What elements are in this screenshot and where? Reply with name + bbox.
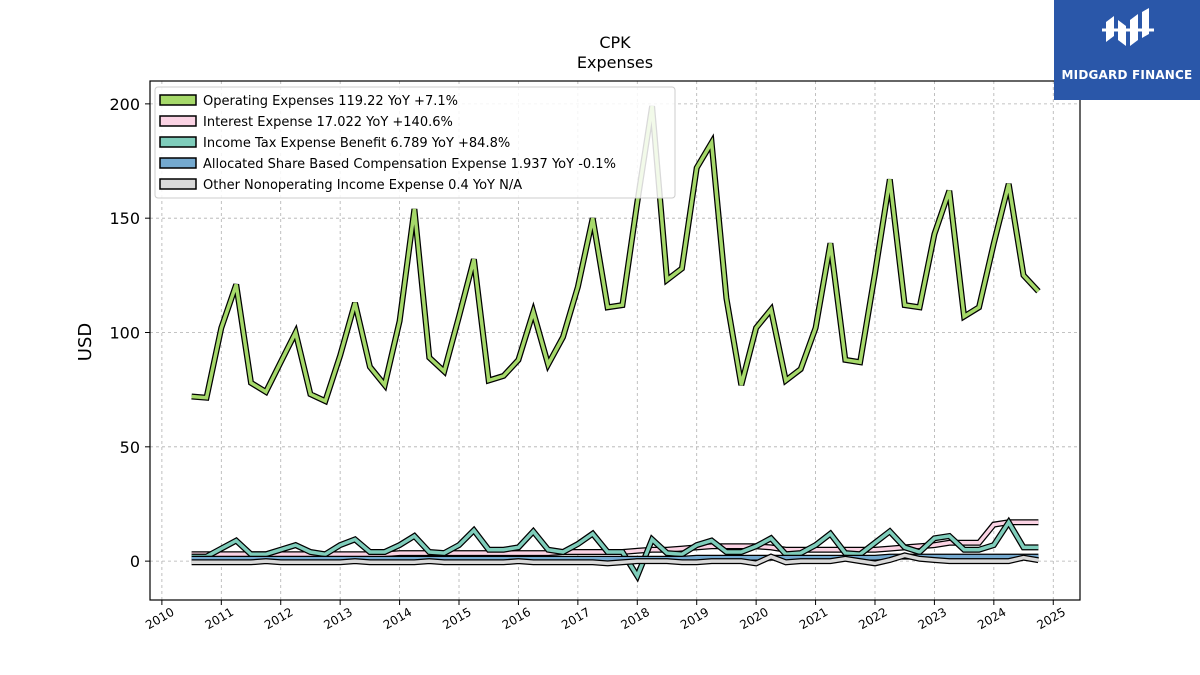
legend: Operating Expenses 119.22 YoY +7.1% Inter… [154, 86, 676, 199]
legend-swatch [159, 94, 197, 106]
series-stroke [191, 553, 1039, 566]
x-tick-label: 2022 [856, 605, 889, 632]
legend-entry: Interest Expense 17.022 YoY +140.6% [203, 115, 453, 130]
legend-entry: Income Tax Expense Benefit 6.789 YoY +84… [203, 136, 510, 151]
legend-swatch [159, 115, 197, 127]
x-tick-label: 2016 [500, 605, 533, 632]
chart-subtitle: Expenses [577, 53, 653, 72]
legend-entry: Other Nonoperating Income Expense 0.4 Yo… [203, 178, 522, 193]
series-line-5 [191, 552, 1039, 567]
series-line-3 [191, 516, 1039, 583]
y-tick-label: 100 [109, 323, 140, 342]
x-tick-label: 2020 [737, 605, 770, 632]
y-axis-label: USD [75, 323, 96, 361]
x-tick-label: 2011 [203, 605, 236, 632]
x-tick-label: 2010 [143, 605, 176, 632]
legend-entry: Allocated Share Based Compensation Expen… [203, 157, 616, 172]
x-tick-label: 2021 [797, 605, 830, 632]
legend-swatch [159, 136, 197, 148]
brand-name: MIDGARD FINANCE [1061, 68, 1193, 82]
y-tick-label: 200 [109, 95, 140, 114]
x-tick-label: 2012 [262, 605, 295, 632]
y-tick-label: 0 [130, 552, 140, 571]
chart-title: CPK [599, 33, 631, 52]
series-line-1 [191, 105, 1041, 406]
y-tick-label: 150 [109, 209, 140, 228]
plot-area-frame [149, 80, 1081, 601]
x-tick-label: 2018 [619, 605, 652, 632]
series-stroke [191, 105, 1040, 404]
series-lines [191, 105, 1041, 583]
x-tick-label: 2014 [381, 605, 414, 632]
series-stroke [191, 518, 1039, 580]
x-tick-label: 2025 [1035, 605, 1068, 632]
x-tick-label: 2019 [678, 605, 711, 632]
legend-swatch [159, 178, 197, 190]
midgard-finance-logo: MIDGARD FINANCE [1054, 0, 1200, 100]
midgard-m-logo-icon [1102, 8, 1154, 46]
legend-box [154, 86, 676, 199]
x-tick-label: 2013 [321, 605, 354, 632]
x-tick-label: 2015 [440, 605, 473, 632]
y-tick-label: 50 [120, 438, 140, 457]
x-tick-label: 2024 [975, 605, 1008, 632]
x-tick-label: 2017 [559, 605, 592, 632]
x-tick-label: 2023 [916, 605, 949, 632]
legend-entry: Operating Expenses 119.22 YoY +7.1% [203, 94, 458, 109]
legend-swatch [159, 157, 197, 169]
